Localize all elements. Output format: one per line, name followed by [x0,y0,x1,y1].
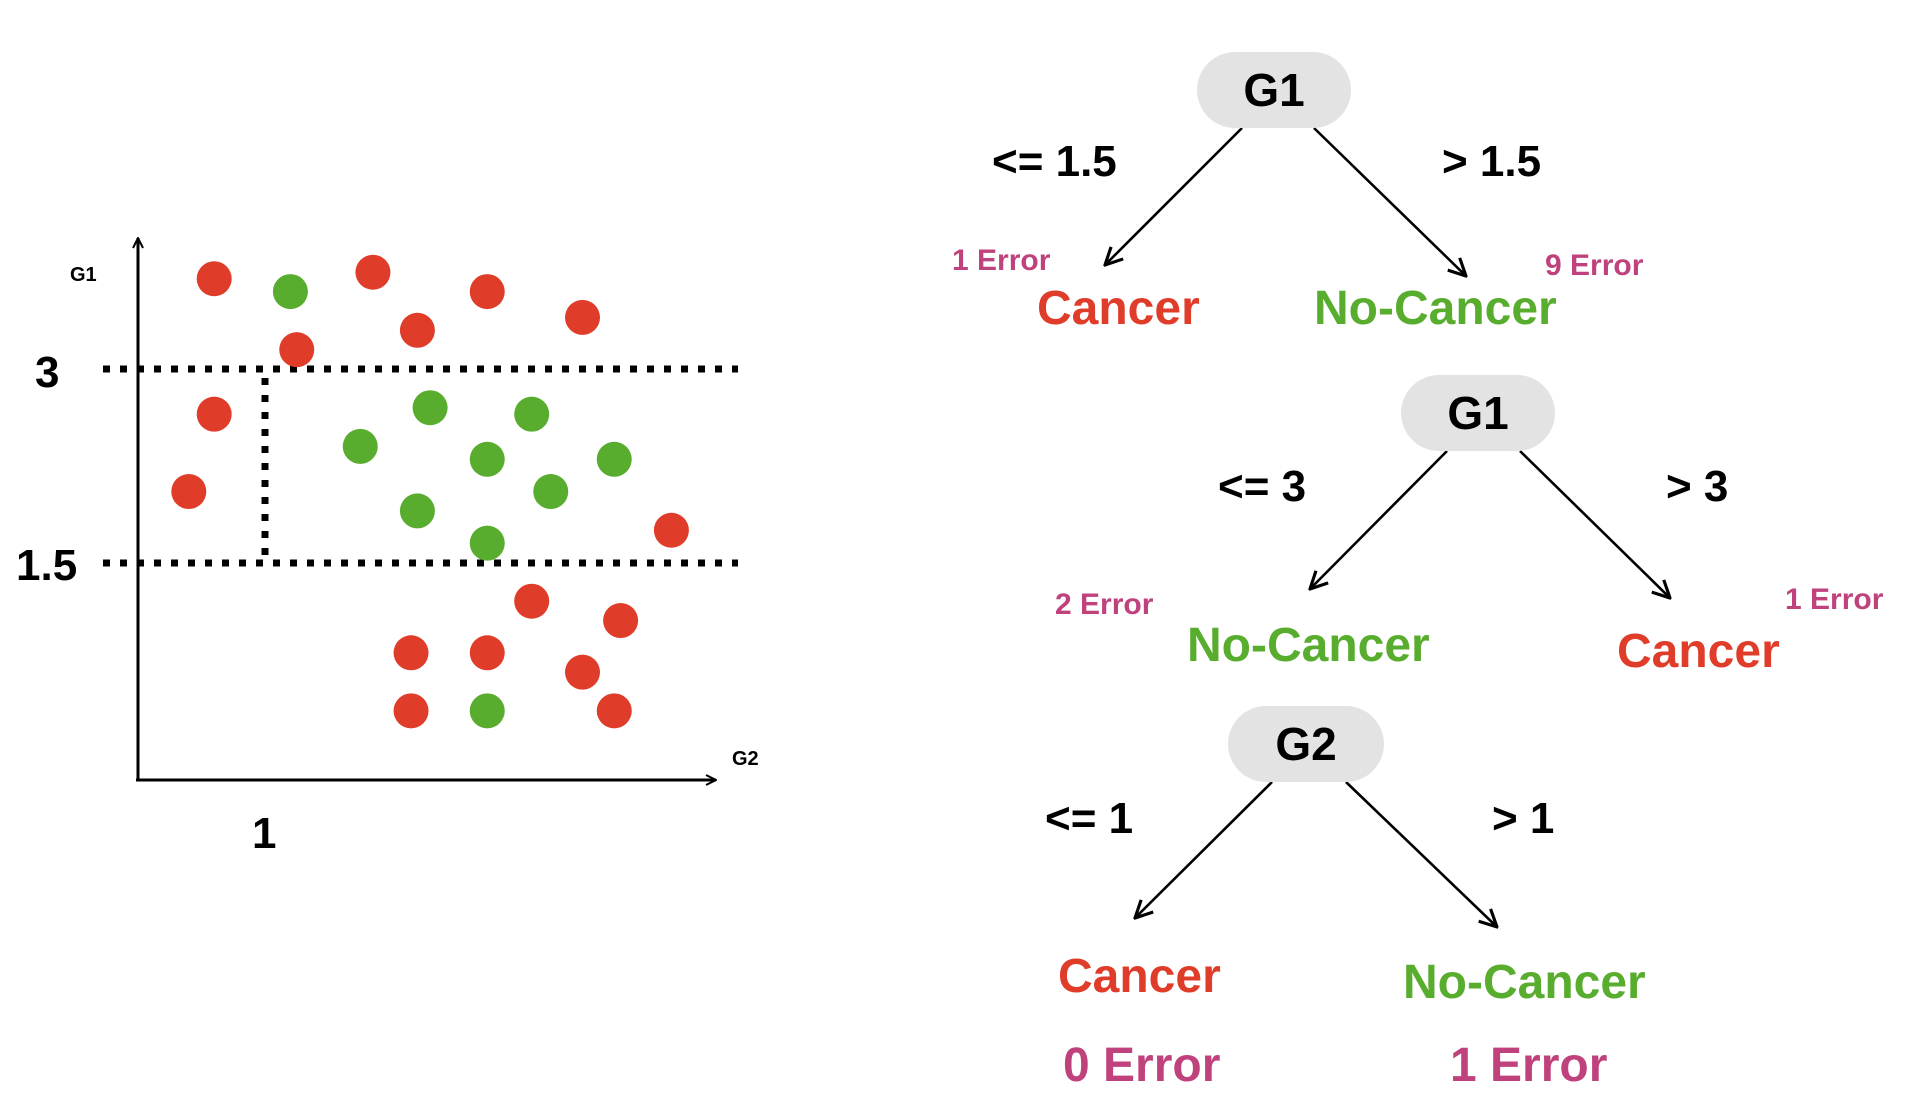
data-point-cancer-22 [565,654,600,690]
tree2-right-branch [1519,450,1670,598]
data-point-cancer-5 [399,312,435,348]
data-point-cancer-17 [653,512,689,548]
tree3-left-error: 0 Error [1063,1039,1221,1092]
tree3-right-condition: > 1 [1492,794,1555,843]
tree2-right-leaf: Cancer [1617,625,1780,678]
data-point-cancer-18 [514,583,550,619]
tree1-left-leaf: Cancer [1037,282,1200,335]
tick-y-low: 1.5 [16,541,78,590]
tree2-left-branch [1310,450,1448,589]
tree1-left-branch [1105,127,1243,265]
tree3-right-leaf: No-Cancer [1403,956,1646,1009]
tree1-left-error: 1 Error [952,244,1051,277]
data-point-no-cancer-11 [514,396,550,432]
data-point-no-cancer-24 [469,693,505,729]
data-point-cancer-23 [393,693,429,729]
tree2-right-error: 1 Error [1785,583,1884,616]
tick-y-high: 3 [35,348,60,397]
y-axis-label: G1 [70,264,97,286]
tree2-root-node: G1 [1401,375,1555,451]
data-point-no-cancer-9 [342,428,378,464]
tree3-left-condition: <= 1 [1045,794,1134,843]
tree2-left-condition: <= 3 [1218,462,1307,511]
tree3-left-leaf: Cancer [1058,950,1221,1003]
tree2-left-error: 2 Error [1055,588,1154,621]
data-point-no-cancer-1 [272,274,308,310]
x-axis-label: G2 [732,748,759,770]
data-point-cancer-19 [603,603,639,639]
tick-x-split: 1 [252,809,277,858]
data-point-no-cancer-13 [596,441,632,477]
data-point-cancer-7 [196,396,232,432]
data-point-cancer-25 [596,693,632,729]
data-point-cancer-6 [279,332,315,368]
tree1-root-node: G1 [1197,52,1351,128]
tree3-left-branch [1135,781,1273,918]
tree3-right-branch [1345,781,1497,927]
data-point-no-cancer-15 [533,474,569,510]
tree3-right-error: 1 Error [1450,1039,1608,1092]
data-point-cancer-0 [196,261,232,297]
tree2-left-leaf: No-Cancer [1187,619,1430,672]
tree1-right-branch [1313,127,1466,276]
data-point-no-cancer-16 [469,525,505,561]
tree1-left-condition: <= 1.5 [992,137,1117,186]
data-point-no-cancer-10 [412,390,448,426]
tree2-right-condition: > 3 [1666,462,1729,511]
data-point-cancer-8 [171,474,207,510]
data-point-cancer-2 [355,254,391,290]
data-point-no-cancer-14 [399,493,435,529]
tree1-right-leaf: No-Cancer [1314,282,1557,335]
data-point-cancer-21 [469,635,505,671]
data-point-cancer-4 [565,299,600,335]
data-point-cancer-20 [393,635,429,671]
tree1-right-condition: > 1.5 [1442,137,1542,186]
data-point-no-cancer-12 [469,441,505,477]
tree-arrows [1105,127,1670,927]
data-point-cancer-3 [469,274,505,310]
tree1-right-error: 9 Error [1545,249,1644,282]
tree3-root-node: G2 [1228,706,1384,782]
